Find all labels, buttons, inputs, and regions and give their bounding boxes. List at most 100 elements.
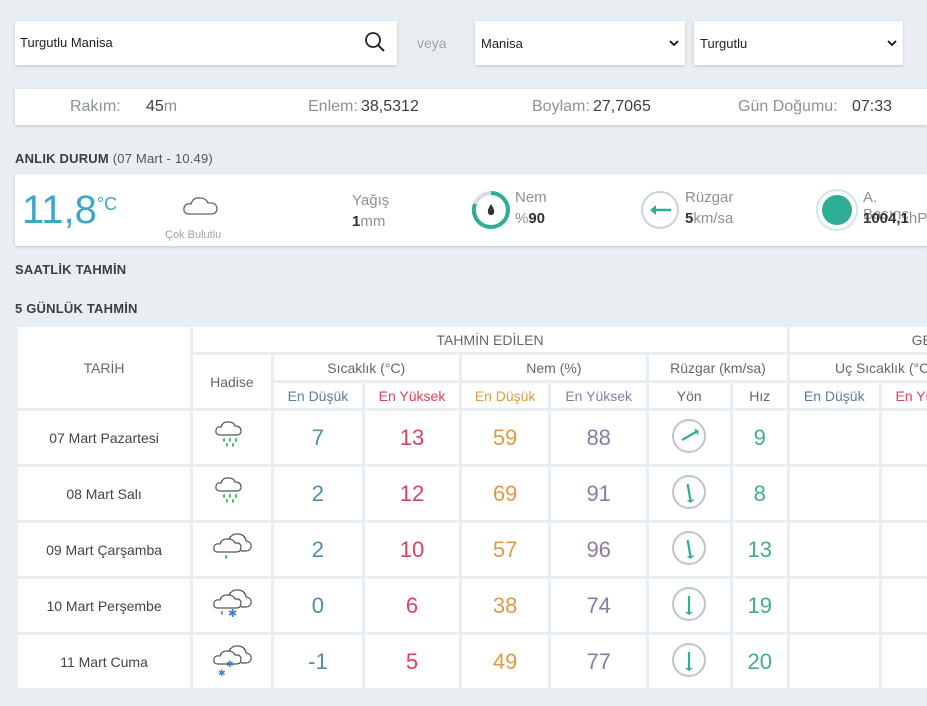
- temp-min: -1: [273, 635, 363, 688]
- province-select[interactable]: Manisa: [475, 21, 685, 65]
- wind-speed: 19: [732, 579, 787, 632]
- wind-direction-icon: [641, 191, 679, 229]
- past-temp-min: [789, 467, 879, 520]
- past-temp-min: [789, 411, 879, 464]
- table-row: 08 Mart Salı 2 12 69 91 8: [18, 467, 927, 520]
- hum-max-header: En Yüksek: [551, 383, 646, 408]
- wind-direction-arrow-icon: [672, 419, 707, 453]
- or-label: veya: [417, 35, 447, 51]
- humidity-min: 59: [461, 411, 549, 464]
- temp-min: 0: [273, 579, 363, 632]
- event-header: Hadise: [193, 355, 271, 408]
- wind-header: Rüzgar (km/sa): [649, 355, 787, 380]
- temp-max: 6: [365, 579, 459, 632]
- humidity-max: 88: [551, 411, 646, 464]
- wind-speed: 13: [732, 523, 787, 576]
- search-icon[interactable]: [363, 30, 387, 54]
- wind-speed: 8: [732, 467, 787, 520]
- weather-icon-cell: ✱: [193, 579, 271, 632]
- humidity-min: 49: [461, 635, 549, 688]
- wind-label: Rüzgar: [685, 189, 734, 206]
- rain-label: Yağış: [352, 192, 390, 209]
- altitude-label: Rakım:: [70, 98, 121, 115]
- district-select[interactable]: Turgutlu: [694, 21, 903, 65]
- forecast-table: TARİH TAHMİN EDİLEN GEÇ Hadise Sıcaklık …: [15, 324, 927, 691]
- temperature-header: Sıcaklık (°C): [273, 355, 459, 380]
- past-temp-max: [881, 467, 927, 520]
- current-heading: ANLIK DURUM (07 Mart - 10.49): [15, 151, 213, 166]
- wind-direction: [649, 523, 730, 576]
- wind-direction-arrow-icon: [672, 531, 707, 565]
- humidity-min: 57: [461, 523, 549, 576]
- cloudy-icon: [183, 197, 218, 215]
- altitude-value: 45m: [146, 98, 178, 115]
- longitude-label: Boylam:: [532, 98, 590, 115]
- past-min-header: En Düşük: [789, 383, 879, 408]
- current-temperature: 11,8°C: [22, 188, 118, 232]
- latitude-value: 38,5312: [361, 98, 419, 115]
- temp-min: 2: [273, 523, 363, 576]
- sunrise-value: 07:33: [852, 98, 893, 115]
- past-temp-max: [881, 579, 927, 632]
- sunrise-label: Gün Doğumu:: [738, 98, 838, 115]
- wind-speed-header: Hız: [732, 383, 787, 408]
- svg-text:✱: ✱: [228, 607, 237, 620]
- wind-speed: 9: [732, 411, 787, 464]
- hum-min-header: En Düşük: [461, 383, 549, 408]
- wind-direction-arrow-icon: [672, 587, 707, 621]
- search-input[interactable]: Turgutlu Manisa: [20, 35, 113, 50]
- past-temp-max: [881, 523, 927, 576]
- past-header: GEÇ: [789, 327, 927, 352]
- wind-direction: [649, 467, 730, 520]
- pressure-icon: [816, 189, 858, 231]
- table-row: 11 Mart Cuma ✱ ✱ -1 5 49 77 20: [18, 635, 927, 688]
- latitude-label: Enlem:: [308, 98, 358, 115]
- humidity-label: Nem: [515, 189, 547, 206]
- forecast-date: 08 Mart Salı: [18, 467, 191, 520]
- weather-icon-cell: [193, 523, 271, 576]
- temp-max: 5: [365, 635, 459, 688]
- forecast-date: 09 Mart Çarşamba: [18, 523, 191, 576]
- condition-label: Çok Bulutlu: [165, 229, 222, 241]
- table-row: 07 Mart Pazartesi 7 13 59 88 9: [18, 411, 927, 464]
- humidity-max: 96: [551, 523, 646, 576]
- date-header: TARİH: [18, 327, 191, 408]
- temp-min: 2: [273, 467, 363, 520]
- chevron-down-icon: [669, 40, 679, 47]
- humidity-max: 91: [551, 467, 646, 520]
- rain-value: 1mm: [352, 213, 386, 230]
- province-select-value: Manisa: [481, 35, 523, 51]
- temp-max: 12: [365, 467, 459, 520]
- pressure-label: A. Basınç: [863, 189, 909, 223]
- current-conditions-card: 11,8°C Çok Bulutlu Yağış 1mm Nem %90 Rüz…: [15, 174, 927, 246]
- humidity-value: %90: [515, 210, 546, 227]
- humidity-header: Nem (%): [461, 355, 646, 380]
- snow-cloud-icon: ✱✱: [213, 645, 252, 679]
- daily-heading: 5 GÜNLÜK TAHMİN: [15, 301, 138, 316]
- weather-icon-cell: [193, 467, 271, 520]
- forecast-date: 07 Mart Pazartesi: [18, 411, 191, 464]
- search-field[interactable]: Turgutlu Manisa: [15, 21, 397, 65]
- wind-value: 5km/sa: [685, 210, 734, 227]
- cloudy-rain-icon: [213, 533, 252, 559]
- past-temp-max: [881, 635, 927, 688]
- humidity-max: 77: [551, 635, 646, 688]
- svg-text:✱: ✱: [226, 660, 234, 670]
- temp-min-header: En Düşük: [273, 383, 363, 408]
- weather-icon-cell: ✱ ✱: [193, 635, 271, 688]
- wind-speed: 20: [732, 635, 787, 688]
- weather-icon-cell: [193, 411, 271, 464]
- past-max-header: En Yü: [881, 383, 927, 408]
- temp-min: 7: [273, 411, 363, 464]
- past-temperature-header: Uç Sıcaklık (°C: [789, 355, 927, 380]
- district-select-value: Turgutlu: [700, 35, 748, 51]
- forecast-header: TAHMİN EDİLEN: [193, 327, 787, 352]
- wind-direction: [649, 411, 730, 464]
- wind-direction: [649, 579, 730, 632]
- past-temp-max: [881, 411, 927, 464]
- table-row: 10 Mart Perşembe ✱ 0 6 38 74 19: [18, 579, 927, 632]
- wind-direction: [649, 635, 730, 688]
- past-temp-min: [789, 579, 879, 632]
- past-temp-min: [789, 635, 879, 688]
- rain-cloud-icon: [215, 477, 242, 503]
